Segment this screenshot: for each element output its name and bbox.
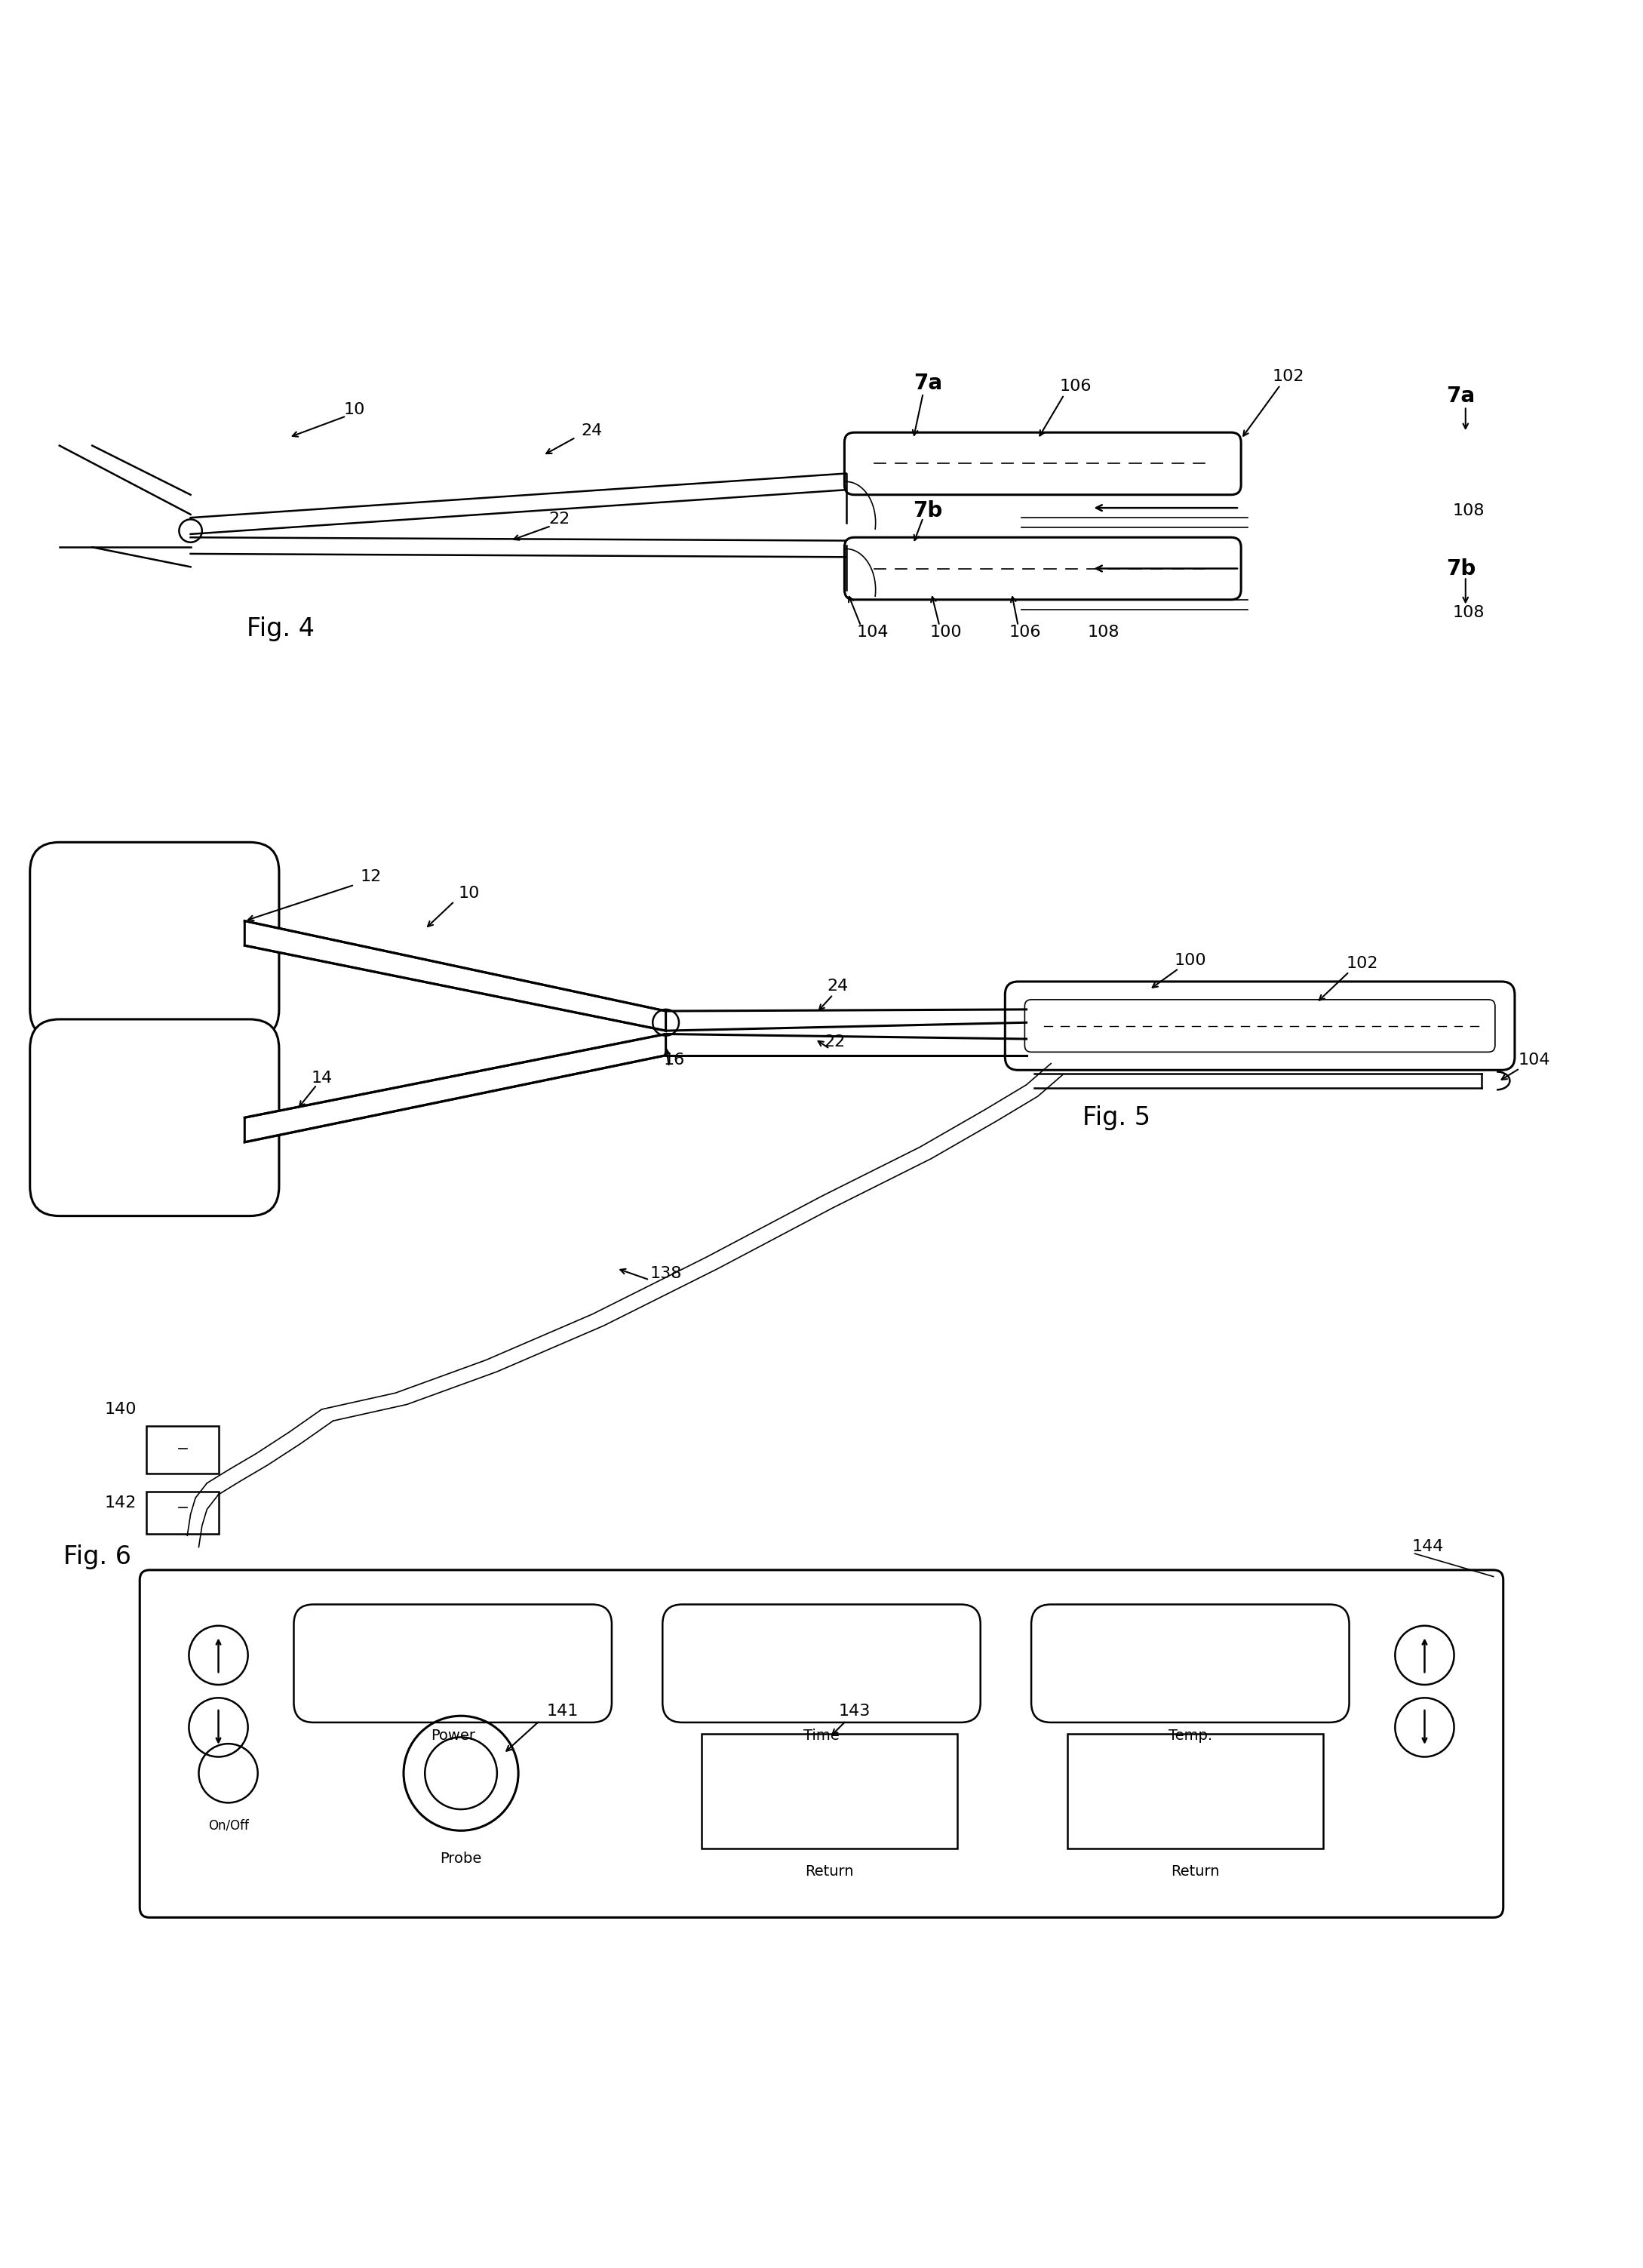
- Text: 10: 10: [343, 401, 365, 417]
- Text: 138: 138: [651, 1266, 682, 1281]
- FancyBboxPatch shape: [146, 1492, 219, 1533]
- Text: 7a: 7a: [914, 372, 943, 395]
- Text: 106: 106: [1009, 626, 1040, 640]
- FancyBboxPatch shape: [1032, 1603, 1349, 1721]
- Text: 10: 10: [458, 885, 480, 900]
- Text: 12: 12: [360, 869, 381, 885]
- FancyBboxPatch shape: [140, 1569, 1503, 1916]
- Text: 108: 108: [1452, 503, 1485, 519]
- FancyBboxPatch shape: [845, 538, 1240, 599]
- Text: 14: 14: [311, 1070, 332, 1086]
- Text: 102: 102: [1346, 957, 1378, 971]
- Text: 141: 141: [547, 1703, 578, 1719]
- FancyBboxPatch shape: [30, 1018, 279, 1216]
- FancyBboxPatch shape: [662, 1603, 981, 1721]
- Text: 7a: 7a: [1446, 386, 1475, 406]
- Text: 100: 100: [1175, 953, 1206, 968]
- Text: 102: 102: [1273, 370, 1305, 383]
- FancyBboxPatch shape: [146, 1427, 219, 1474]
- Text: 24: 24: [826, 980, 848, 993]
- Text: Fig. 4: Fig. 4: [246, 617, 315, 642]
- Text: Time: Time: [803, 1728, 840, 1742]
- Text: On/Off: On/Off: [209, 1819, 248, 1833]
- FancyBboxPatch shape: [845, 433, 1240, 494]
- Text: Fig. 5: Fig. 5: [1083, 1105, 1150, 1129]
- Text: Fig. 6: Fig. 6: [62, 1545, 131, 1569]
- Polygon shape: [245, 1034, 665, 1143]
- FancyBboxPatch shape: [294, 1603, 611, 1721]
- FancyBboxPatch shape: [30, 841, 279, 1039]
- Text: 108: 108: [1452, 606, 1485, 621]
- Text: 106: 106: [1060, 379, 1091, 395]
- FancyBboxPatch shape: [1025, 1000, 1495, 1052]
- Text: 22: 22: [823, 1034, 845, 1050]
- Text: Probe: Probe: [440, 1851, 481, 1867]
- Text: 144: 144: [1411, 1540, 1444, 1554]
- Text: 16: 16: [664, 1052, 685, 1068]
- Text: Power: Power: [430, 1728, 475, 1742]
- Text: 22: 22: [549, 513, 570, 526]
- Polygon shape: [245, 921, 665, 1030]
- Text: 140: 140: [105, 1402, 136, 1418]
- Text: 24: 24: [582, 424, 603, 438]
- Text: 104: 104: [856, 626, 889, 640]
- Text: 108: 108: [1088, 626, 1119, 640]
- Text: Temp.: Temp.: [1168, 1728, 1213, 1742]
- FancyBboxPatch shape: [1068, 1735, 1323, 1848]
- Text: 7b: 7b: [1446, 558, 1475, 578]
- Text: 104: 104: [1518, 1052, 1551, 1068]
- Text: 142: 142: [105, 1495, 136, 1510]
- Text: Return: Return: [805, 1864, 854, 1878]
- FancyBboxPatch shape: [702, 1735, 958, 1848]
- Text: 7b: 7b: [914, 501, 943, 522]
- FancyBboxPatch shape: [1006, 982, 1515, 1070]
- Text: 100: 100: [930, 626, 963, 640]
- Text: 143: 143: [838, 1703, 871, 1719]
- Text: Return: Return: [1171, 1864, 1219, 1878]
